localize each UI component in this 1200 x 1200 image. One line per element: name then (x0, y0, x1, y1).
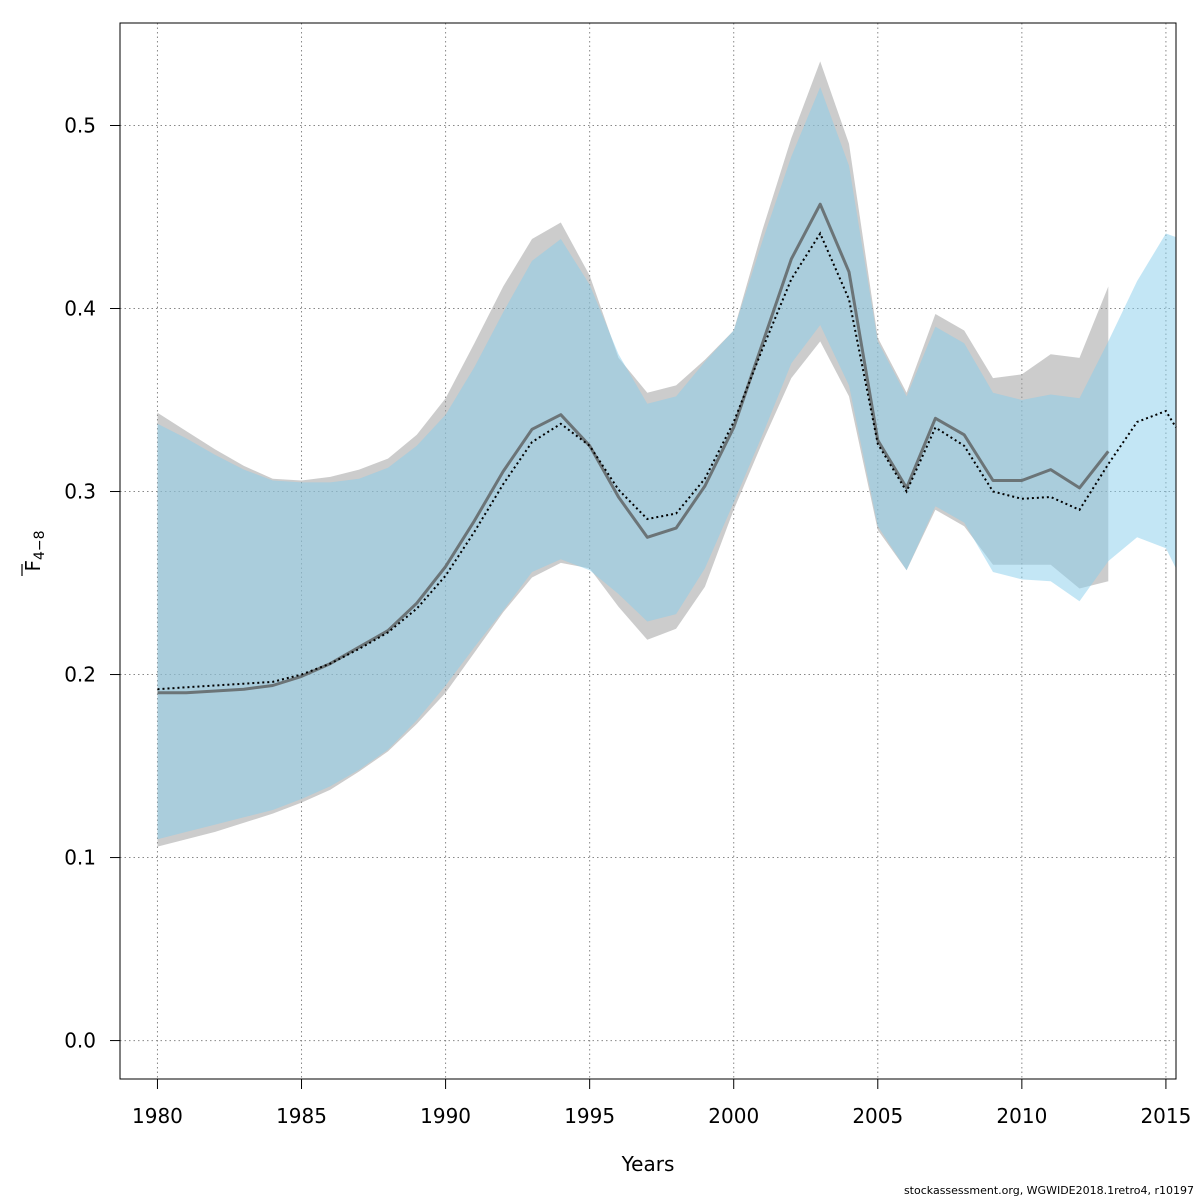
y-tick-label: 0.0 (64, 1029, 96, 1053)
svg-text:F4−8: F4−8 (21, 530, 48, 571)
footer-credit: stockassessment.org, WGWIDE2018.1retro4,… (903, 1184, 1194, 1197)
y-axis-label-subscript: 4−8 (32, 530, 48, 560)
x-axis: 1980 1985 1990 1995 2000 2005 2010 2015 (132, 1078, 1191, 1128)
series-line-2 (157, 231, 1177, 691)
y-tick-label: 0.2 (64, 663, 96, 687)
confidence-bands (157, 61, 1176, 847)
series-lines (157, 202, 1177, 695)
x-tick-label: 1985 (276, 1104, 327, 1128)
x-tick-label: 2015 (1140, 1104, 1191, 1128)
y-axis-label: F4−8 (21, 530, 48, 576)
x-axis-label: Years (621, 1152, 675, 1176)
y-axis-label-main: F (21, 560, 45, 572)
x-tick-label: 1980 (132, 1104, 183, 1128)
y-tick-label: 0.4 (64, 297, 96, 321)
x-tick-label: 2010 (996, 1104, 1047, 1128)
x-tick-label: 1995 (564, 1104, 615, 1128)
confidence-band-2 (157, 87, 1176, 840)
y-tick-label: 0.3 (64, 480, 96, 504)
x-tick-label: 2000 (708, 1104, 759, 1128)
x-tick-label: 1990 (420, 1104, 471, 1128)
y-tick-label: 0.1 (64, 846, 96, 870)
x-tick-label: 2005 (852, 1104, 903, 1128)
y-axis: 0.0 0.1 0.2 0.3 0.4 0.5 (64, 113, 121, 1053)
y-tick-label: 0.5 (64, 113, 96, 137)
